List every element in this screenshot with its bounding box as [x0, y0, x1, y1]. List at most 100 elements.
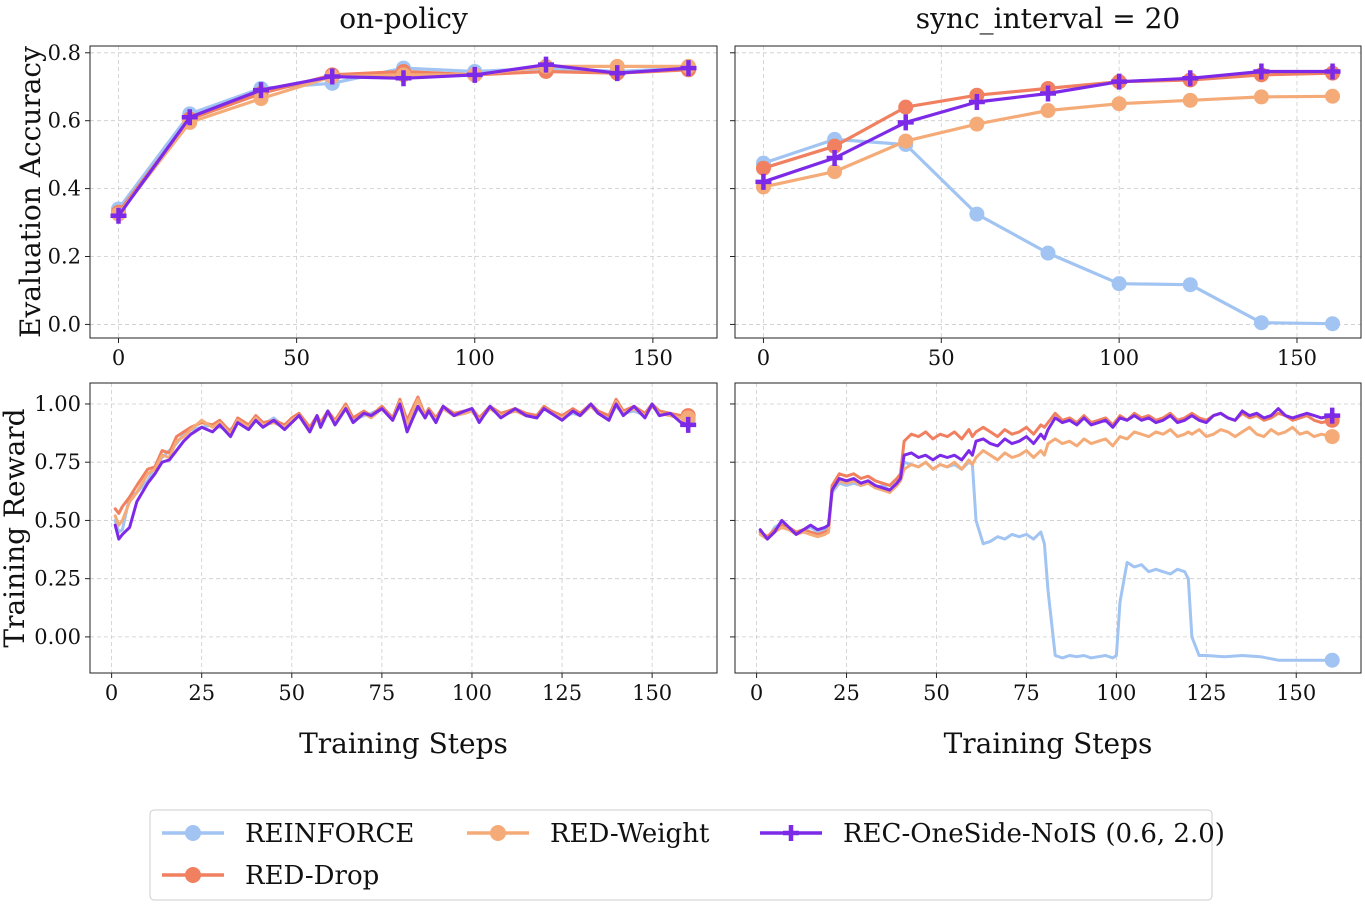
x-tick-label: 0 — [112, 346, 125, 370]
x-tick-label: 125 — [1186, 681, 1226, 705]
x-tick-label: 150 — [632, 681, 672, 705]
y-tick-label: 0.6 — [48, 109, 81, 133]
data-point — [1182, 70, 1199, 87]
data-point — [1111, 73, 1128, 90]
data-point — [1325, 316, 1341, 332]
legend-label: REINFORCE — [245, 819, 414, 849]
y-tick-label: 0.50 — [34, 508, 81, 532]
legend-entry-red-weight: RED-Weight — [467, 819, 710, 849]
panel-4: 0 25 50 75 100 125 150 Training Steps — [730, 382, 1362, 760]
data-point — [110, 207, 127, 224]
data-point — [1324, 652, 1340, 668]
y-axis-label: Training Reward — [0, 408, 31, 647]
x-tick-label: 0 — [105, 681, 118, 705]
x-tick-label: 125 — [542, 681, 582, 705]
legend-marker — [185, 825, 201, 841]
data-point — [1111, 276, 1127, 292]
y-tick-label: 0.00 — [34, 625, 81, 649]
x-tick-label: 25 — [833, 681, 860, 705]
series-line — [116, 68, 691, 214]
y-tick-label: 0.4 — [48, 177, 81, 201]
series-line — [758, 407, 1334, 541]
data-point — [395, 70, 412, 87]
legend: REINFORCE RED-Drop RED-Weight REC-OneSide-N… — [149, 809, 1225, 901]
x-tick-label: 100 — [1099, 346, 1139, 370]
legend-marker — [490, 825, 506, 841]
panel-1: 0 50 100 150 0.0 0.2 0.4 0.6 0.8 on-policy Evaluat… — [14, 2, 718, 370]
x-tick-label: 50 — [928, 346, 955, 370]
series-line — [116, 63, 691, 218]
legend-box — [149, 809, 1213, 901]
series-line — [758, 425, 1334, 541]
data-point — [755, 173, 772, 190]
data-point — [466, 66, 483, 83]
legend-entry-red-drop: RED-Drop — [162, 861, 379, 891]
data-point — [609, 65, 626, 82]
data-point — [898, 99, 914, 115]
panel-3: 0 25 50 75 100 125 1500.000.250.500.751.00Trai… — [0, 382, 718, 760]
data-point — [680, 416, 697, 433]
data-point — [968, 94, 985, 111]
legend-entry-reinforce: REINFORCE — [162, 819, 414, 849]
x-tick-label: 150 — [1276, 681, 1316, 705]
series-rec-oneside-nois-0-6-2-0 — [758, 407, 1341, 541]
data-point — [826, 150, 843, 167]
series-line — [758, 460, 1334, 662]
data-point — [755, 160, 771, 176]
data-point — [680, 60, 697, 77]
series-line — [113, 404, 690, 534]
x-axis-label: Training Steps — [944, 727, 1153, 760]
legend-marker — [783, 825, 799, 841]
data-point — [1253, 63, 1270, 80]
x-tick-label: 0 — [750, 681, 763, 705]
panel-title: on-policy — [339, 2, 468, 35]
series-rec-oneside-nois-0-6-2-0 — [755, 63, 1341, 190]
x-tick-label: 25 — [188, 681, 215, 705]
data-point — [1040, 85, 1056, 102]
y-tick-label: 0.0 — [48, 312, 81, 336]
y-tick-label: 0.25 — [34, 567, 81, 591]
x-tick-label: 150 — [1277, 346, 1317, 370]
x-tick-label: 50 — [923, 681, 950, 705]
y-tick-label: 0.75 — [34, 450, 81, 474]
data-point — [1324, 63, 1341, 80]
data-point — [1182, 277, 1198, 293]
data-point — [827, 164, 843, 180]
x-tick-label: 100 — [455, 346, 495, 370]
data-point — [1040, 103, 1056, 119]
data-point — [1324, 429, 1340, 445]
legend-label: REC-OneSide-NoIS (0.6, 2.0) — [843, 819, 1225, 849]
y-tick-label: 0.2 — [48, 245, 81, 269]
data-point — [253, 91, 269, 107]
axes-frame — [89, 45, 718, 339]
series-reinforce — [758, 460, 1340, 668]
axes-frame — [734, 382, 1362, 674]
series-line — [116, 66, 691, 211]
legend-label: RED-Drop — [245, 861, 379, 891]
series-line — [113, 402, 690, 541]
data-point — [1253, 315, 1269, 331]
data-point — [1040, 245, 1056, 261]
x-tick-label: 75 — [1013, 681, 1040, 705]
data-point — [898, 133, 914, 149]
data-point — [1325, 88, 1341, 104]
panel-title: sync_interval = 20 — [916, 2, 1180, 35]
data-point — [1182, 92, 1198, 108]
data-point — [827, 138, 843, 154]
data-point — [181, 109, 198, 126]
data-point — [1111, 96, 1127, 112]
x-tick-label: 0 — [757, 346, 770, 370]
series-line — [116, 64, 691, 216]
x-tick-label: 50 — [278, 681, 305, 705]
series-rec-oneside-nois-0-6-2-0 — [110, 56, 697, 224]
series-reinforce — [755, 131, 1341, 332]
axes-frame — [89, 382, 718, 674]
data-point — [253, 82, 269, 99]
x-tick-label: 150 — [633, 346, 673, 370]
x-axis-label: Training Steps — [299, 727, 508, 760]
x-tick-label: 50 — [283, 346, 310, 370]
x-tick-label: 75 — [369, 681, 396, 705]
axes-frame — [734, 45, 1362, 339]
y-axis-label: Evaluation Accuracy — [14, 46, 47, 338]
